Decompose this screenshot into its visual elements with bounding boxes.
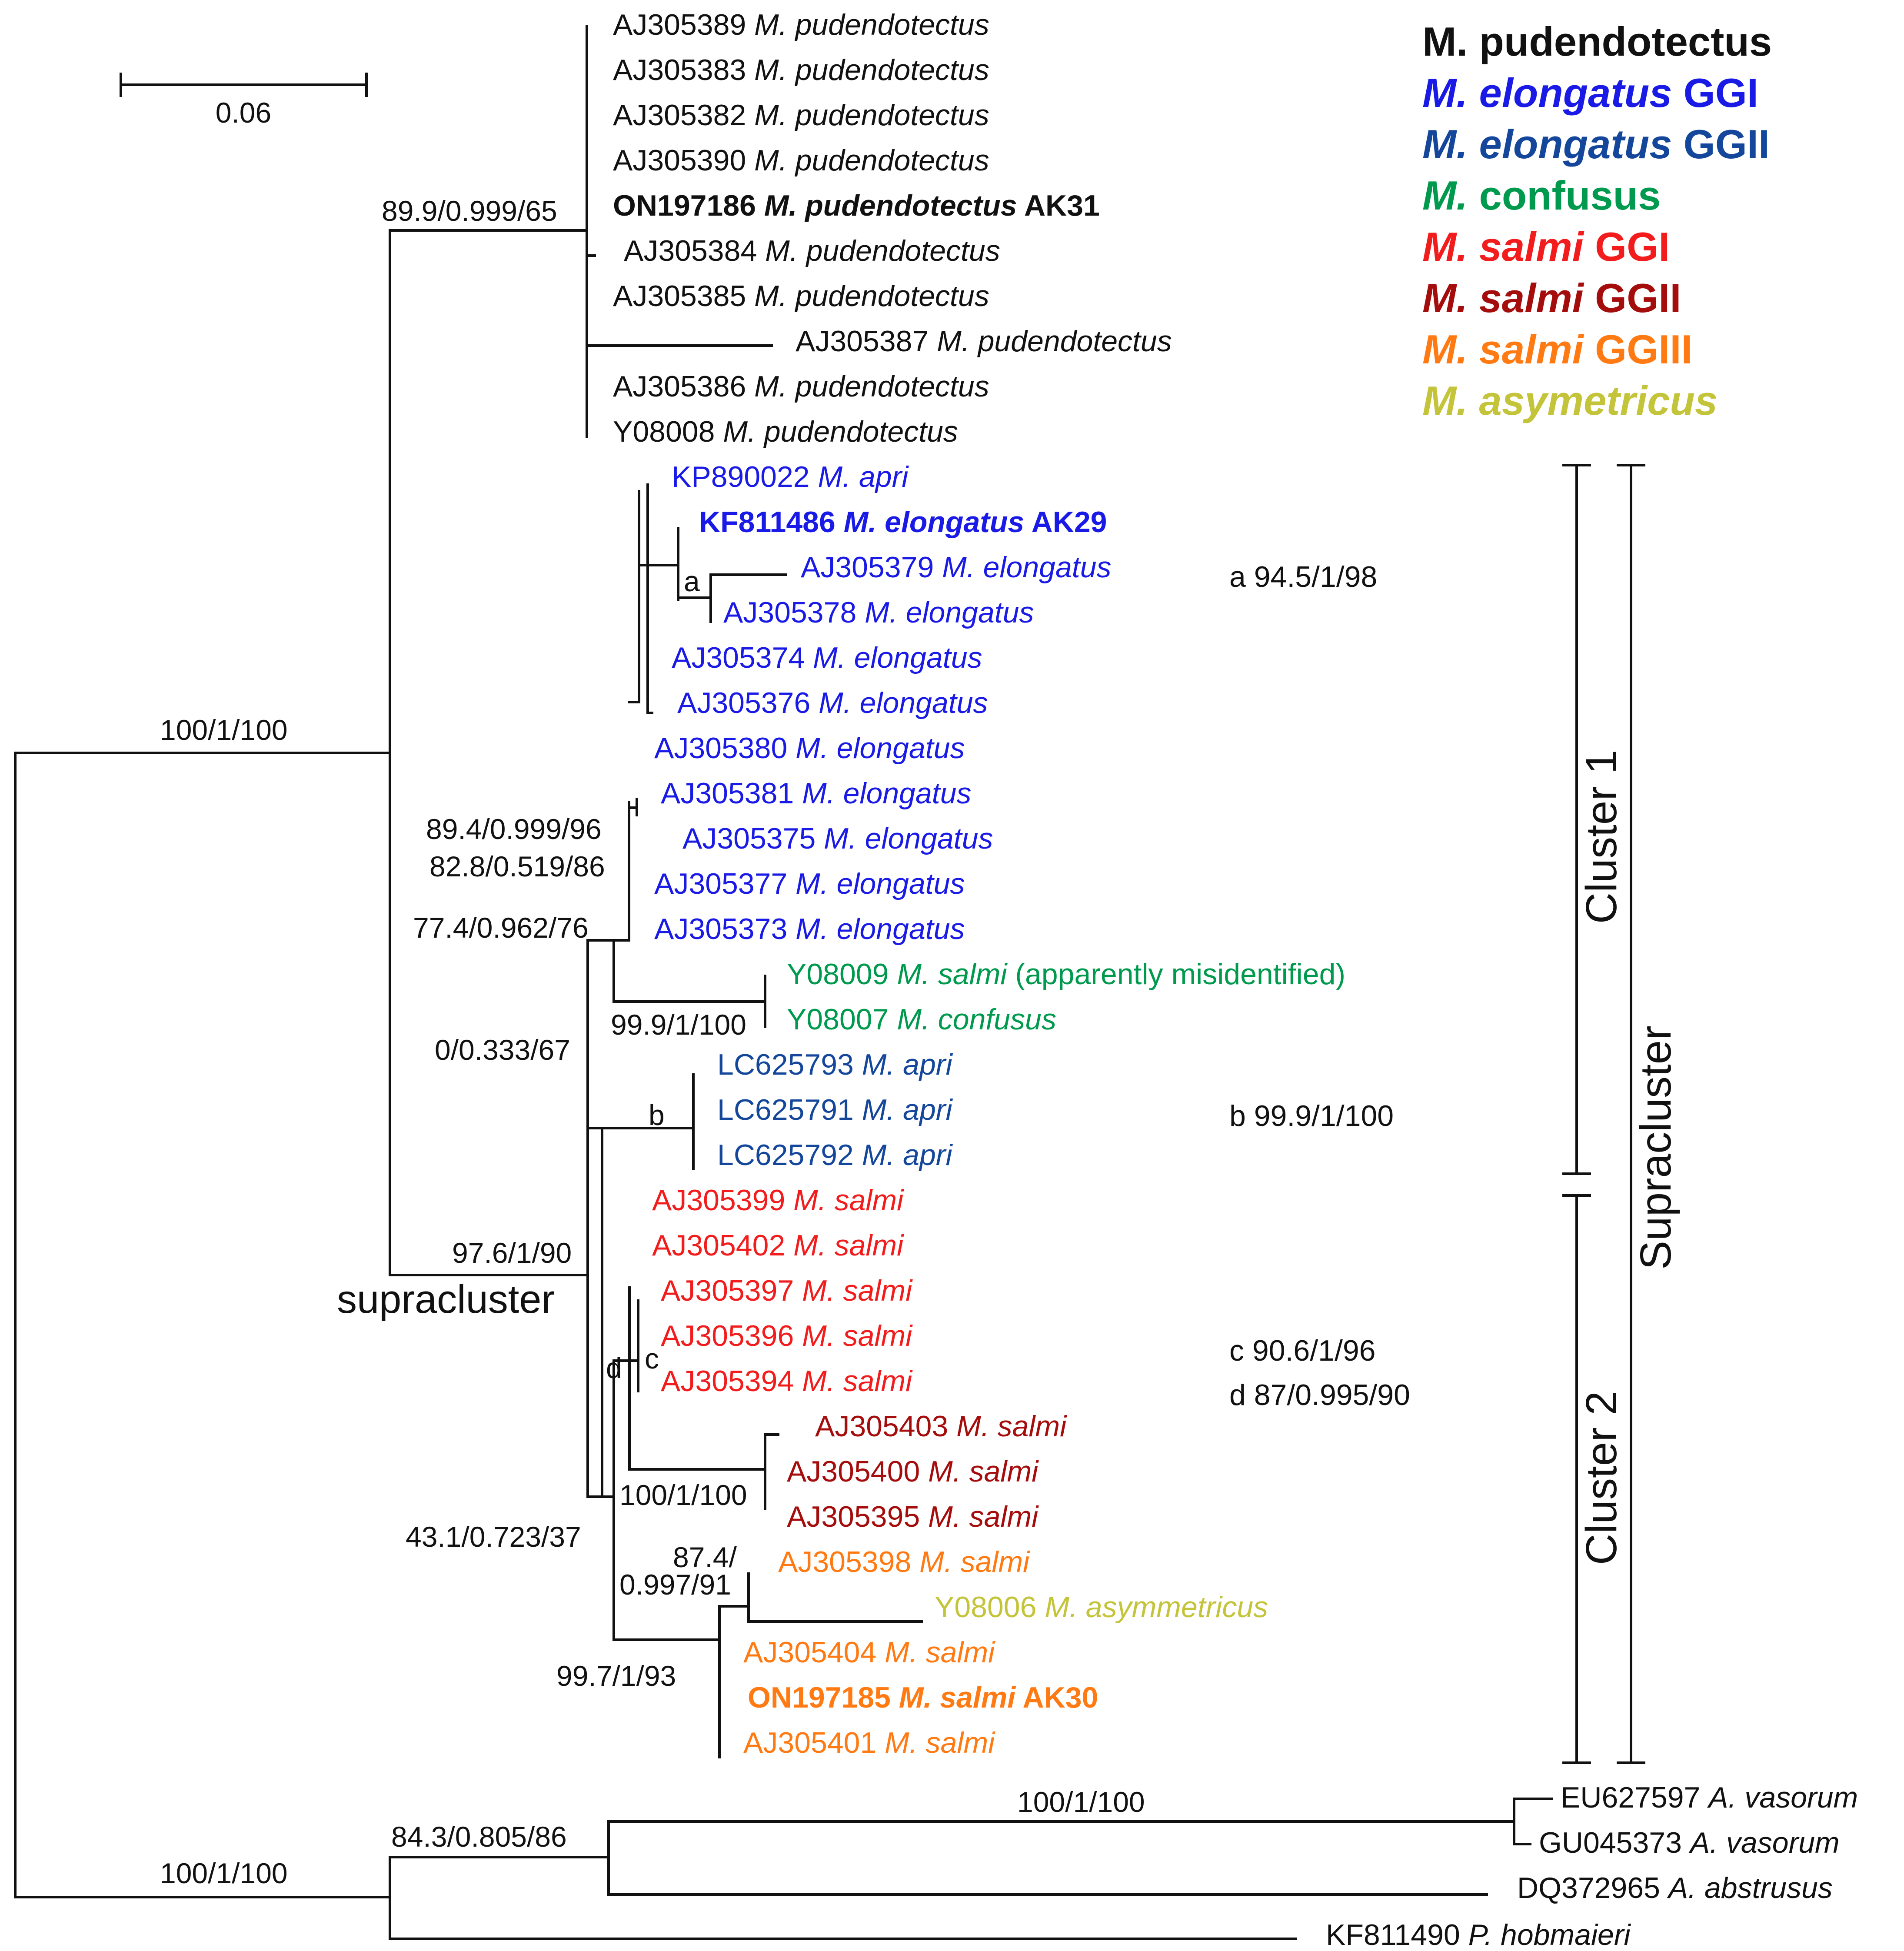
node-label-confusus: 99.9/1/100 xyxy=(611,1009,746,1041)
taxon-label: AJ305374 M. elongatus xyxy=(672,641,982,674)
taxon-label: AJ305385 M. pudendotectus xyxy=(613,280,989,313)
taxon-label: LC625791 M. apri xyxy=(717,1093,953,1126)
taxon-label: EU627597 A. vasorum xyxy=(1561,1781,1858,1814)
legend-entry: M. pudendotectus xyxy=(1422,19,1772,64)
taxon-label: AJ305403 M. salmi xyxy=(815,1410,1067,1443)
taxon-label: ON197185 M. salmi AK30 xyxy=(748,1681,1098,1714)
taxon-label: ON197186 M. pudendotectus AK31 xyxy=(613,189,1100,222)
taxon-label: AJ305397 M. salmi xyxy=(661,1274,913,1307)
cluster-1-label: Cluster 1 xyxy=(1577,750,1626,924)
taxon-label: LC625792 M. apri xyxy=(717,1139,953,1172)
taxon-label: AJ305380 M. elongatus xyxy=(654,732,965,765)
support-notes: a 94.5/1/98 b 99.9/1/100 c 90.6/1/96 d 8… xyxy=(1229,560,1410,1412)
taxon-label: AJ305373 M. elongatus xyxy=(654,912,965,946)
taxon-label: AJ305379 M. elongatus xyxy=(801,551,1112,584)
node-label-elongatus-b: 82.8/0.519/86 xyxy=(429,850,605,882)
node-label-pudendotectus: 89.9/0.999/65 xyxy=(382,195,557,227)
legend-entry: M. elongatus GGII xyxy=(1422,121,1770,167)
node-letter-a: a xyxy=(684,565,700,597)
taxon-label: AJ305377 M. elongatus xyxy=(654,867,965,900)
node-label-elongatus-a: 89.4/0.999/96 xyxy=(426,813,602,845)
taxon-label: Y08009 M. salmi (apparently misidentifie… xyxy=(787,958,1345,991)
node-label-elongatus-c: 77.4/0.962/76 xyxy=(413,912,589,944)
taxon-label: Y08008 M. pudendotectus xyxy=(613,415,958,448)
node-label-outgroup: 84.3/0.805/86 xyxy=(391,1821,567,1853)
node-label-outgroup-vasorum: 100/1/100 xyxy=(1017,1786,1145,1818)
taxon-labels: AJ305389 M. pudendotectus AJ305383 M. pud… xyxy=(613,8,1858,1951)
taxon-label: AJ305384 M. pudendotectus xyxy=(624,234,1000,267)
node-label-salmi-gg3-bottom: 0.997/91 xyxy=(619,1568,731,1601)
legend-entry: M. asymetricus xyxy=(1422,378,1718,423)
legend-entry: M. salmi GGIII xyxy=(1422,326,1693,372)
taxon-label: AJ305390 M. pudendotectus xyxy=(613,144,989,177)
node-label-root-upper: 100/1/100 xyxy=(160,714,288,746)
taxon-label: AJ305400 M. salmi xyxy=(787,1455,1039,1488)
node-label-salmi-gg2: 100/1/100 xyxy=(619,1479,747,1511)
taxon-label: DQ372965 A. abstrusus xyxy=(1517,1871,1833,1904)
note-c: c 90.6/1/96 xyxy=(1229,1334,1375,1367)
taxon-label: AJ305375 M. elongatus xyxy=(682,822,993,855)
tree-branches xyxy=(14,25,1553,1940)
node-label-salmi-all: 43.1/0.723/37 xyxy=(406,1521,581,1553)
taxon-label: AJ305396 M. salmi xyxy=(661,1319,913,1352)
node-letter-c: c xyxy=(645,1342,659,1375)
node-label-apri: 0/0.333/67 xyxy=(435,1034,570,1066)
taxon-label: AJ305401 M. salmi xyxy=(743,1726,995,1759)
taxon-label: KF811490 P. hobmaieri xyxy=(1326,1918,1631,1951)
legend-entry: M. elongatus GGI xyxy=(1422,70,1758,116)
legend-entry: M. salmi GGI xyxy=(1422,224,1670,270)
node-label-supracluster: 97.6/1/90 xyxy=(452,1237,572,1269)
taxon-label: AJ305387 M. pudendotectus xyxy=(796,325,1172,358)
taxon-label: AJ305402 M. salmi xyxy=(652,1229,904,1262)
taxon-label: AJ305394 M. salmi xyxy=(661,1365,913,1398)
node-label-root-lower: 100/1/100 xyxy=(160,1857,288,1889)
taxon-label: AJ305398 M. salmi xyxy=(778,1545,1030,1578)
taxon-label: AJ305381 M. elongatus xyxy=(661,777,972,810)
taxon-label: GU045373 A. vasorum xyxy=(1539,1826,1840,1859)
note-b: b 99.9/1/100 xyxy=(1229,1099,1394,1132)
node-label-salmi-gg3-top: 87.4/ xyxy=(673,1541,737,1573)
taxon-label: KP890022 M. apri xyxy=(672,460,909,493)
legend: M. pudendotectus M. elongatus GGI M. elong… xyxy=(1422,19,1772,423)
taxon-label: AJ305399 M. salmi xyxy=(652,1184,904,1217)
taxon-label: AJ305382 M. pudendotectus xyxy=(613,99,989,132)
node-letter-d: d xyxy=(606,1352,622,1384)
taxon-label: KF811486 M. elongatus AK29 xyxy=(699,506,1107,539)
taxon-label: Y08007 M. confusus xyxy=(787,1003,1056,1036)
taxon-label: AJ305386 M. pudendotectus xyxy=(613,370,989,403)
cluster-2-label: Cluster 2 xyxy=(1577,1391,1626,1565)
taxon-label: AJ305389 M. pudendotectus xyxy=(613,8,989,41)
taxon-label: AJ305404 M. salmi xyxy=(743,1636,995,1669)
legend-entry: M. confusus xyxy=(1422,173,1661,218)
note-d: d 87/0.995/90 xyxy=(1229,1378,1410,1412)
node-letter-b: b xyxy=(649,1099,665,1131)
scale-bar: 0.06 xyxy=(120,73,368,129)
note-a: a 94.5/1/98 xyxy=(1229,560,1377,593)
scale-bar-label: 0.06 xyxy=(216,97,271,129)
legend-entry: M. salmi GGII xyxy=(1422,275,1681,321)
taxon-label: AJ305378 M. elongatus xyxy=(723,596,1034,629)
supracluster-text: supracluster xyxy=(337,1277,555,1322)
taxon-label: Y08006 M. asymmetricus xyxy=(935,1591,1268,1624)
taxon-label: AJ305383 M. pudendotectus xyxy=(613,53,989,87)
taxon-label: LC625793 M. apri xyxy=(717,1048,953,1081)
taxon-label: AJ305395 M. salmi xyxy=(787,1500,1039,1533)
cluster-brackets: Cluster 1 Cluster 2 Supracluster xyxy=(1562,464,1680,1764)
node-support-labels: 89.9/0.999/65 100/1/100 100/1/100 89.4/0… xyxy=(160,195,1145,1889)
node-label-salmi-gg3: 99.7/1/93 xyxy=(556,1660,676,1692)
taxon-label: AJ305376 M. elongatus xyxy=(677,686,988,719)
supracluster-label: Supracluster xyxy=(1631,1025,1680,1269)
